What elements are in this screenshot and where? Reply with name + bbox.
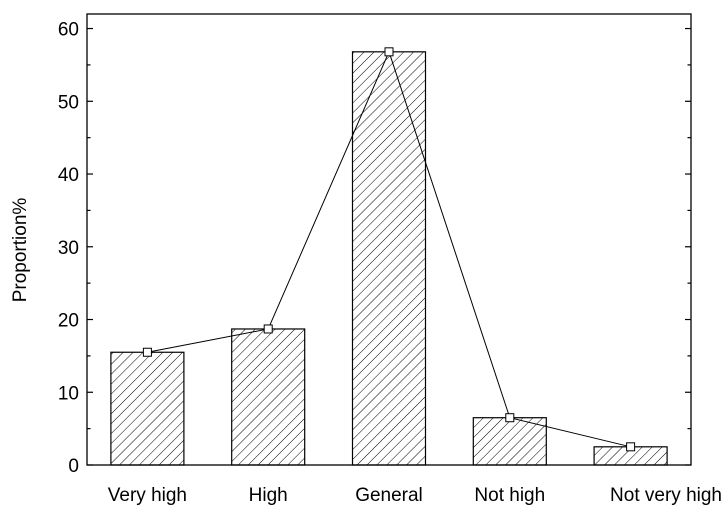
y-axis-label: Proportion% (10, 198, 31, 303)
y-tick-label: 0 (68, 456, 79, 477)
bars (110, 51, 668, 466)
bar-general (351, 51, 427, 466)
trend-line-layer (142, 47, 636, 452)
line-marker-very-high (142, 347, 152, 357)
x-category-label: Not high (474, 485, 545, 506)
y-tick-label: 30 (58, 238, 79, 259)
y-tick-label: 60 (58, 20, 79, 41)
line-marker-general (384, 47, 394, 57)
bar-not-high (472, 417, 547, 466)
x-category-label: Not very high (610, 485, 722, 506)
y-tick-label: 40 (58, 165, 79, 186)
line-marker-high (263, 324, 273, 334)
x-category-label: High (249, 485, 288, 506)
bar-very-high (110, 351, 185, 466)
y-tick-label: 10 (58, 383, 79, 404)
x-category-label: General (355, 485, 423, 506)
y-tick-label: 50 (58, 92, 79, 113)
y-tick-label: 20 (58, 311, 79, 332)
x-category-label: Very high (108, 485, 187, 506)
bar-high (231, 328, 306, 466)
category-labels: Very high High General Not high Not very hig… (108, 485, 722, 506)
y-axis-ticks: 0 10 20 30 40 50 60 (58, 20, 691, 477)
line-marker-not-high (505, 413, 515, 423)
line-marker-not-very-high (626, 442, 636, 452)
